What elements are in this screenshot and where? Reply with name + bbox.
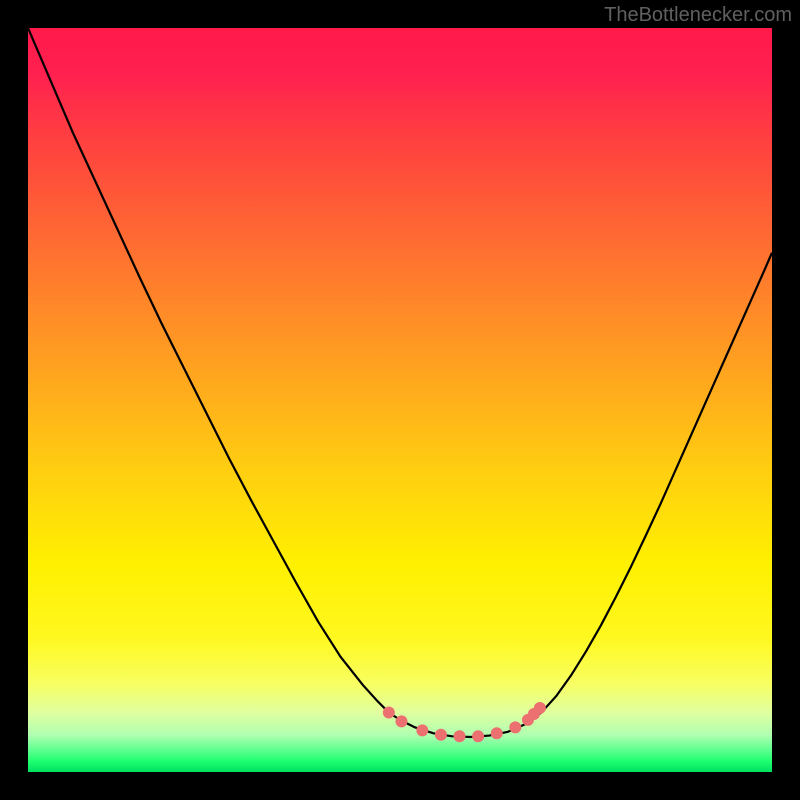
curve-marker: [396, 716, 407, 727]
curve-marker: [534, 703, 545, 714]
curve-marker: [510, 722, 521, 733]
curve-marker: [473, 731, 484, 742]
chart-curve-layer: [28, 28, 772, 772]
curve-marker: [435, 729, 446, 740]
chart-plot-area: [28, 28, 772, 772]
curve-marker: [417, 725, 428, 736]
curve-marker: [383, 707, 394, 718]
curve-marker: [454, 731, 465, 742]
curve-markers: [383, 703, 545, 742]
watermark-text: TheBottlenecker.com: [604, 4, 792, 27]
curve-marker: [491, 728, 502, 739]
bottleneck-curve: [28, 28, 772, 737]
